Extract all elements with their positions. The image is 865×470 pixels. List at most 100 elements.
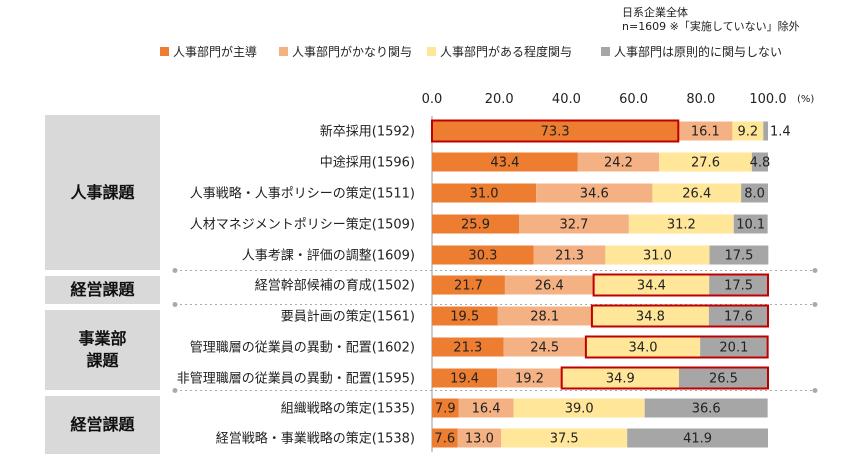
bar-segment	[708, 306, 768, 326]
data-label: 31.2	[667, 218, 696, 233]
data-label: 28.1	[530, 310, 559, 325]
x-tick-label: 40.0	[552, 92, 581, 107]
highlight-box	[584, 335, 769, 359]
data-label: 27.6	[691, 156, 720, 171]
legend-label: 人事部門が主導	[173, 44, 257, 59]
data-label: 10.1	[736, 218, 765, 233]
data-label: 34.4	[637, 279, 666, 294]
bar-segment	[763, 121, 768, 141]
bar-segment	[732, 121, 764, 141]
data-label: 37.5	[550, 432, 579, 447]
bar-segment	[497, 306, 592, 326]
legend-label: 人事部門がかなり関与	[292, 44, 412, 59]
data-label: 32.7	[559, 218, 588, 233]
highlight-box	[592, 273, 770, 297]
bar-segment	[678, 121, 733, 141]
legend-swatch	[279, 47, 288, 56]
bar-segment	[432, 245, 534, 265]
data-label: 19.4	[450, 372, 479, 387]
x-tick-label: 20.0	[485, 92, 514, 107]
separator-dot	[812, 268, 818, 273]
legend-swatch	[601, 47, 610, 56]
bar-segment	[751, 152, 768, 172]
category-label: 人事戦略・人事ポリシーの策定(1511)	[190, 186, 415, 202]
bar-segment	[561, 368, 679, 388]
category-label: 新卒採用(1592)	[320, 124, 415, 140]
data-label: 34.9	[606, 372, 635, 387]
data-label: 24.5	[530, 341, 559, 356]
data-label: 8.0	[744, 187, 765, 202]
data-label: 21.3	[453, 341, 482, 356]
data-label: 24.2	[604, 156, 633, 171]
bar-segment	[432, 337, 504, 357]
data-label: 4.8	[750, 156, 771, 171]
data-label: 17.5	[724, 279, 753, 294]
data-label: 21.7	[454, 279, 483, 294]
data-label: 26.4	[535, 279, 564, 294]
separator-dot	[812, 302, 818, 307]
bar-segment	[432, 183, 537, 203]
data-label: 16.4	[472, 402, 501, 417]
bar-segment	[733, 214, 768, 234]
bar-segment	[432, 121, 679, 141]
bar-segment	[605, 245, 710, 265]
bar-segment	[432, 428, 458, 448]
note-line-2: n=1609 ※「実施していない」除外	[622, 20, 800, 33]
bar-segment	[432, 275, 505, 295]
bar-segment	[432, 306, 498, 326]
category-label: 要員計画の策定(1561)	[281, 309, 415, 325]
bar-segment	[709, 275, 768, 295]
bar-segment	[628, 214, 734, 234]
bar-segment	[591, 306, 709, 326]
category-label: 経営幹部候補の育成(1502)	[255, 278, 415, 294]
data-label: 20.1	[719, 341, 748, 356]
data-label: 73.3	[541, 125, 570, 140]
x-tick-label: 80.0	[686, 92, 715, 107]
data-label: 7.9	[435, 402, 456, 417]
bar-segment	[536, 183, 653, 203]
highlight-box	[560, 366, 769, 390]
data-label: 41.9	[683, 432, 712, 447]
data-label: 1.4	[770, 125, 791, 140]
data-label: 19.5	[450, 310, 479, 325]
bar-segment	[432, 214, 520, 234]
data-label: 34.6	[580, 187, 609, 202]
data-label: 26.5	[709, 372, 738, 387]
data-label: 16.1	[691, 125, 720, 140]
bar-segment	[457, 428, 502, 448]
separator-dot	[172, 388, 178, 393]
data-label: 26.4	[682, 187, 711, 202]
separator-dot	[812, 388, 818, 393]
separator-dot	[172, 302, 178, 307]
data-label: 7.6	[434, 432, 455, 447]
legend-label: 人事部門は原則的に関与しない	[614, 44, 782, 59]
data-label: 34.0	[629, 341, 658, 356]
group-label-management-2: 経営課題	[45, 396, 160, 454]
x-tick-label: 100.0	[749, 92, 786, 107]
bar-segment	[432, 152, 578, 172]
bar-segment	[593, 275, 710, 295]
group-label-division: 事業部 課題	[45, 310, 160, 390]
bar-segment	[741, 183, 768, 203]
data-label: 30.3	[468, 249, 497, 264]
category-label: 中途採用(1596)	[320, 155, 415, 171]
bar-segment	[585, 337, 701, 357]
legend-swatch	[160, 47, 169, 56]
data-label: 31.0	[470, 187, 499, 202]
bar-segment	[709, 245, 769, 265]
group-label-management-1: 経営課題	[45, 276, 160, 304]
category-label: 組織戦略の策定(1535)	[281, 401, 415, 417]
bar-segment	[504, 275, 594, 295]
data-label: 39.0	[565, 402, 594, 417]
data-label: 34.8	[636, 310, 665, 325]
separator-dot	[172, 268, 178, 273]
data-label: 25.9	[461, 218, 490, 233]
data-label: 21.3	[555, 249, 584, 264]
bar-segment	[497, 368, 562, 388]
group-label-hr: 人事課題	[45, 115, 160, 270]
bar-segment	[652, 183, 742, 203]
x-tick-label: 0.0	[422, 92, 443, 107]
bar-segment	[659, 152, 752, 172]
data-label: 19.2	[515, 372, 544, 387]
